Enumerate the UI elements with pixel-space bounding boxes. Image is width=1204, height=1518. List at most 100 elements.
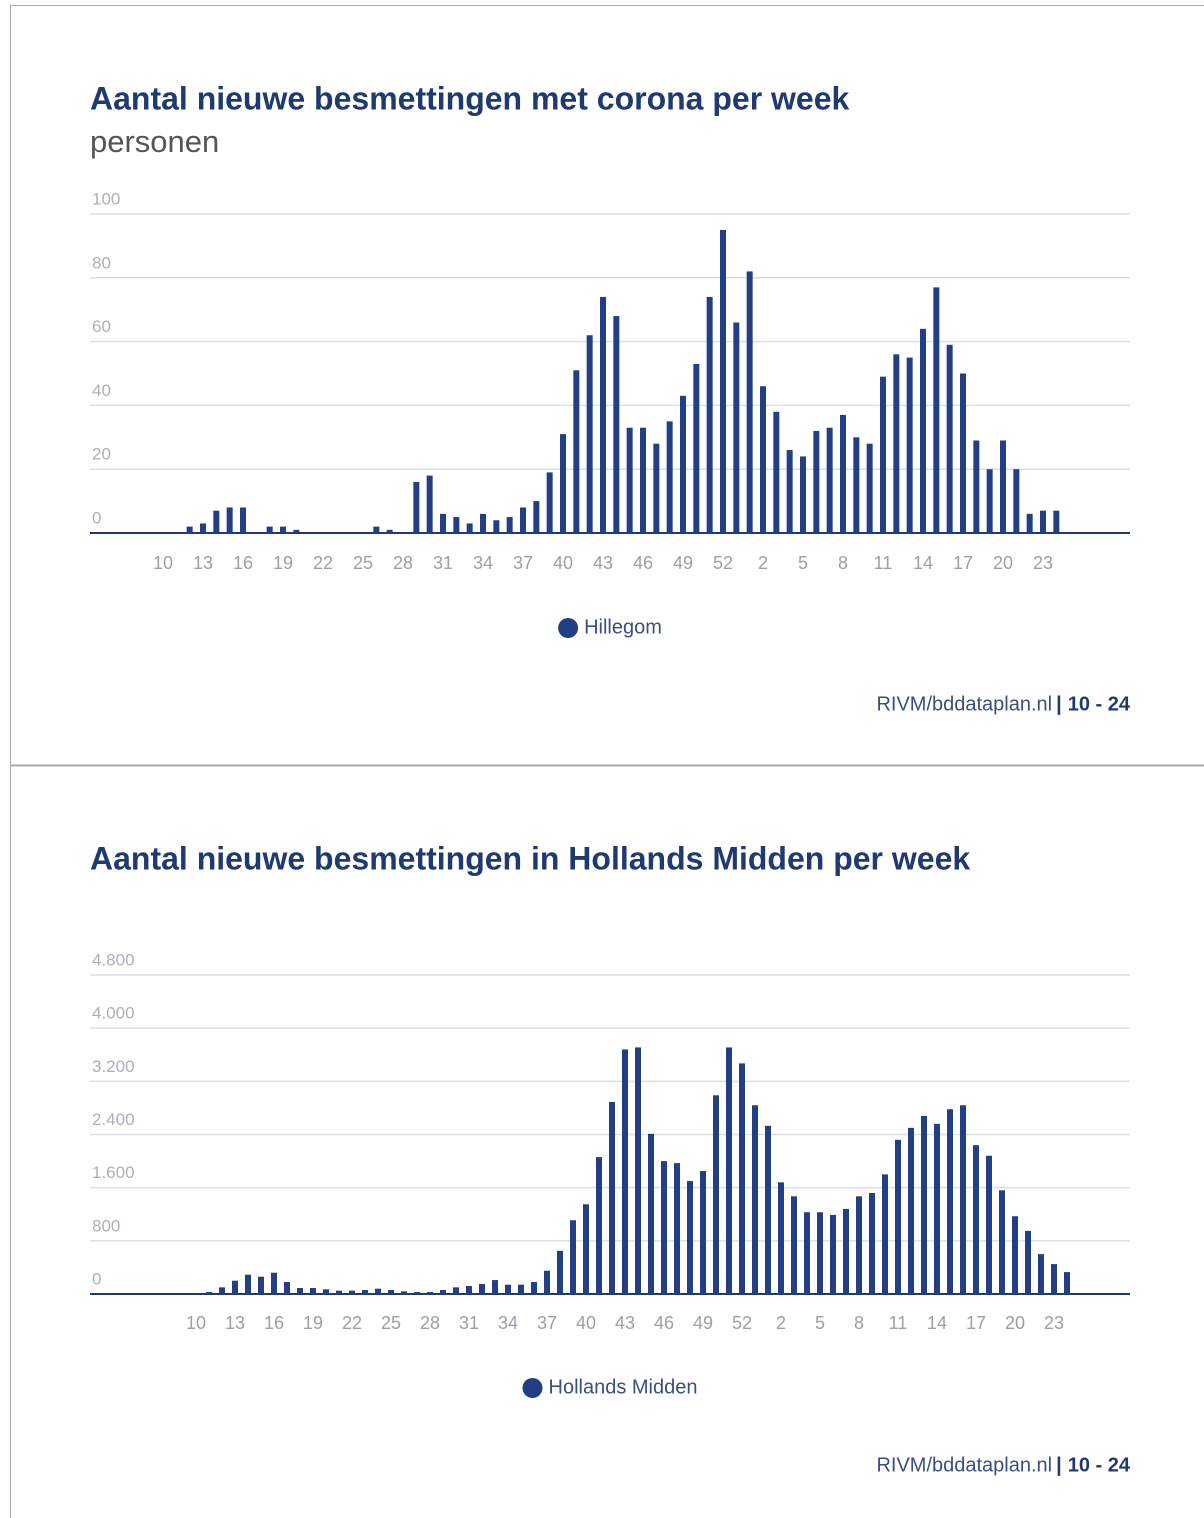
x-tick-label: 14 [913,553,933,573]
bar [280,526,286,533]
bar [466,523,473,533]
x-tick-label: 37 [537,1313,557,1333]
bar [258,1276,264,1294]
bar [661,1161,667,1294]
footer-source: RIVM/bddataplan.nl [876,1454,1052,1476]
x-tick-label: 28 [420,1313,440,1333]
bar [999,1190,1005,1294]
bar [505,1284,511,1294]
x-tick-label: 13 [225,1313,245,1333]
bar [570,1220,576,1294]
bar [674,1163,680,1294]
bar [297,1288,303,1294]
bar [213,510,220,533]
y-tick-label: 0 [92,508,101,527]
bar [479,1284,485,1294]
bar [760,386,766,533]
bar [786,450,793,533]
bar [843,1208,849,1294]
bar [219,1287,225,1294]
bar [414,1292,420,1294]
bar [544,1270,550,1294]
x-tick-label: 23 [1044,1313,1064,1333]
bar [908,1127,914,1294]
bar [693,363,700,533]
x-tick-label: 20 [993,553,1013,573]
bar [518,1284,524,1294]
x-tick-label: 49 [693,1313,713,1333]
bar [830,1214,836,1294]
x-tick-label: 22 [342,1313,362,1333]
x-tick-label: 20 [1005,1313,1025,1333]
bar [1012,1216,1018,1294]
bar [720,229,726,533]
x-tick-label: 40 [553,553,573,573]
x-tick-label: 49 [673,553,693,573]
bar [986,469,993,533]
x-tick-label: 16 [233,553,253,573]
legend-marker [558,618,579,638]
x-tick-label: 25 [381,1313,401,1333]
bar [1053,510,1060,533]
x-tick-label: 14 [927,1313,947,1333]
chart-title: Aantal nieuwe besmettingen in Hollands M… [90,840,970,876]
bar [773,411,780,533]
x-tick-label: 37 [513,553,533,573]
bar [440,1290,446,1294]
bar [765,1125,771,1294]
bar [713,1095,719,1294]
chart-title: Aantal nieuwe besmettingen met corona pe… [90,80,850,116]
footer-separator: | [1056,1454,1062,1476]
x-tick-label: 19 [273,553,293,573]
bar [893,354,900,533]
x-tick-label: 31 [459,1313,479,1333]
bar [427,1292,433,1294]
x-tick-label: 43 [593,553,613,573]
x-tick-label: 23 [1033,553,1053,573]
x-tick-label: 13 [193,553,213,573]
bar [284,1282,290,1294]
bar [826,427,833,533]
y-tick-label: 60 [92,317,111,336]
x-tick-label: 10 [153,553,173,573]
bar [206,1292,212,1294]
bar [640,427,646,533]
bar [583,1204,589,1294]
bar [373,526,380,533]
x-tick-label: 46 [633,553,653,573]
bar [600,296,606,533]
bar [492,1280,498,1294]
bar [622,1049,628,1294]
x-tick-label: 19 [303,1313,323,1333]
bar [573,370,580,533]
bar [293,529,300,533]
x-tick-label: 10 [186,1313,206,1333]
x-tick-label: 5 [815,1313,825,1333]
x-tick-label: 43 [615,1313,635,1333]
chart-subtitle: personen [90,124,219,159]
bar [226,507,233,533]
bar [310,1288,316,1294]
bar [440,513,446,533]
x-tick-label: 34 [473,553,493,573]
bar [906,357,913,533]
y-tick-label: 4.800 [92,950,135,969]
bar [531,1282,537,1294]
bar [1051,1264,1057,1294]
bar [557,1250,563,1294]
footer-period: 10 - 24 [1068,693,1131,715]
x-tick-label: 28 [393,553,413,573]
bar [586,335,593,533]
x-tick-label: 25 [353,553,373,573]
bar [362,1290,368,1294]
bar [323,1289,329,1294]
bar [804,1212,810,1294]
bar [882,1174,888,1294]
x-tick-label: 11 [874,553,893,573]
bar [791,1196,797,1294]
y-tick-label: 20 [92,445,111,464]
bar [986,1155,992,1294]
bar [1013,469,1020,533]
bar [739,1063,745,1294]
x-tick-label: 46 [654,1313,674,1333]
